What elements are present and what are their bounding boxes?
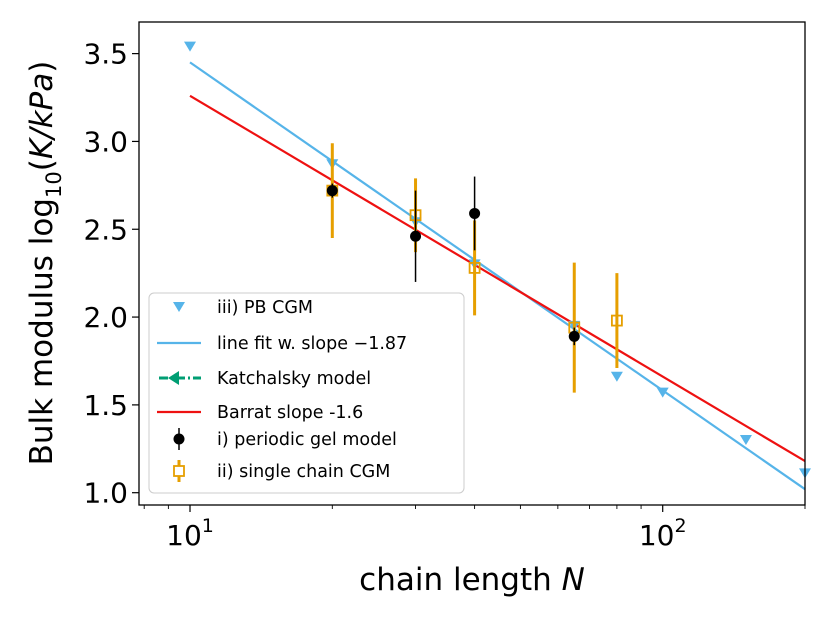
y-tick-label: 3.5 <box>83 38 128 71</box>
legend-label-line-fit[interactable]: line fit w. slope −1.87 <box>217 334 407 354</box>
x-tick-label: 101 <box>166 515 214 552</box>
series-layer <box>184 41 811 491</box>
gel-point <box>469 207 481 219</box>
gel-point <box>326 185 338 197</box>
gel-point <box>410 230 422 242</box>
legend-label-barrat[interactable]: Barrat slope -1.6 <box>217 403 363 423</box>
legend-label-gel[interactable]: i) periodic gel model <box>217 430 397 450</box>
y-tick-label: 2.0 <box>83 301 128 334</box>
ticks-layer: 1.0 1.5 2.0 2.5 3.0 3.5 101 102 <box>83 38 806 552</box>
fit-line <box>189 61 806 491</box>
legend-label-katchalsky[interactable]: Katchalsky model <box>217 369 371 389</box>
legend-square-icon-single <box>173 465 185 477</box>
legend-triangle-icon <box>173 302 185 312</box>
y-tick-label: 3.0 <box>83 125 128 158</box>
legend-label-single[interactable]: ii) single chain CGM <box>217 462 390 482</box>
x-axis-label: chain length N <box>359 562 585 598</box>
legend: iii) PB CGM line fit w. slope −1.87 Katc… <box>148 292 465 494</box>
legend-arrow-icon-katchalsky <box>168 371 179 385</box>
legend-box <box>148 292 465 494</box>
y-tick-label: 1.0 <box>83 477 128 510</box>
pb-cgm-point <box>184 41 197 52</box>
plot-frame <box>138 21 806 506</box>
single-chain-point <box>468 261 481 274</box>
pb-cgm-point <box>739 435 752 446</box>
gel-point <box>568 330 580 342</box>
pb-cgm-point <box>610 371 623 382</box>
legend-label-pb-cgm[interactable]: iii) PB CGM <box>217 298 313 318</box>
x-tick-label: 102 <box>639 515 687 552</box>
pb-cgm-point <box>656 387 669 398</box>
y-axis-label: Bulk modulus log10(K/kPa) <box>24 61 66 466</box>
single-chain-point <box>610 314 623 327</box>
legend-circle-icon-gel <box>173 433 185 445</box>
y-tick-label: 1.5 <box>83 389 128 422</box>
barrat-line <box>189 94 806 463</box>
y-tick-label: 2.5 <box>83 213 128 246</box>
